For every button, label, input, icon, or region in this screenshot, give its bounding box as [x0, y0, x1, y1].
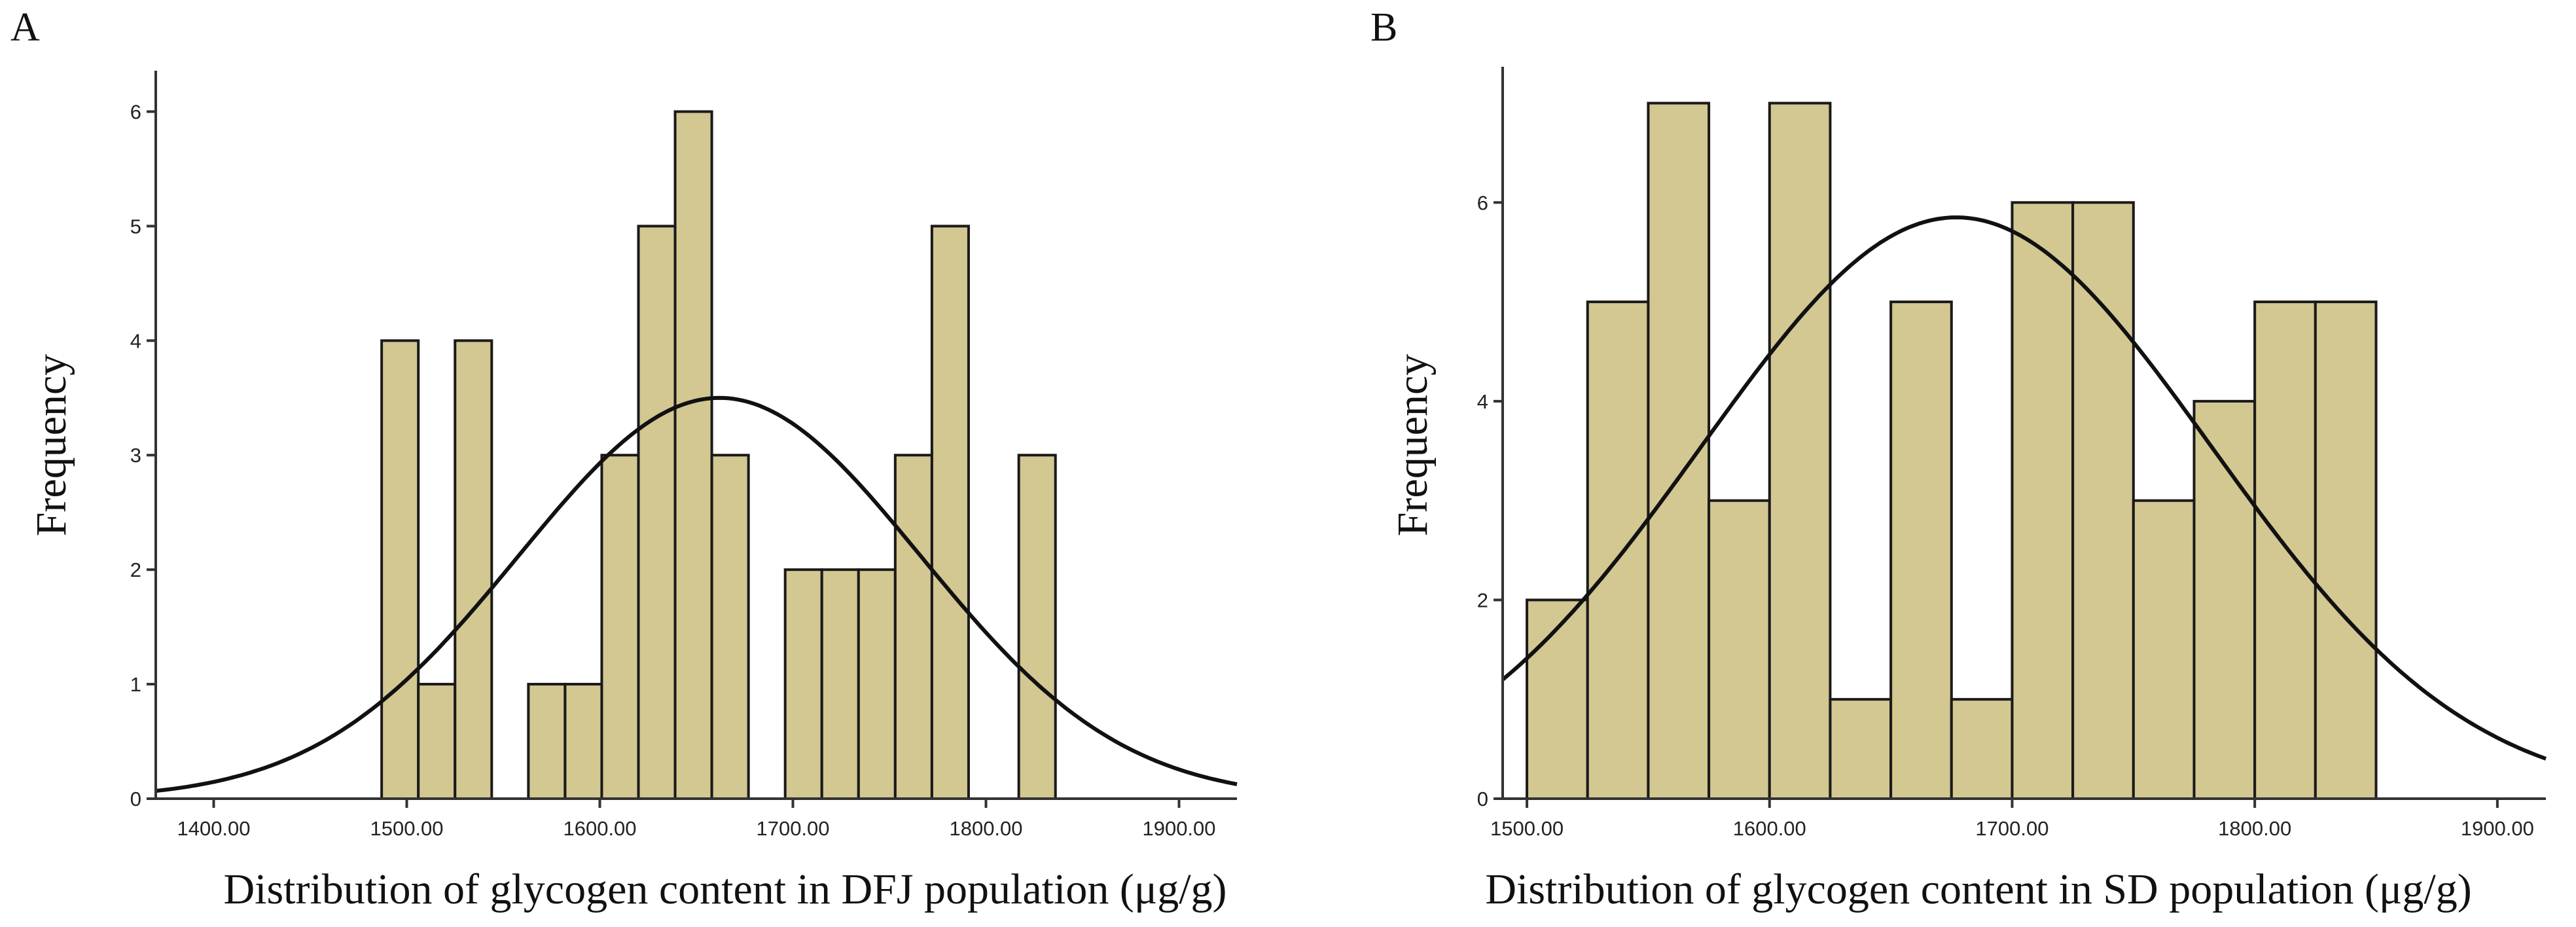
- histogram-bar: [600, 454, 640, 800]
- histogram-bar: [417, 683, 457, 800]
- histogram-panel-b: 1500.00 1600.00 1700.00 1800.00 1900.00 0 2 4 6: [1477, 67, 2547, 840]
- x-tick-label: 1500.00: [370, 817, 443, 840]
- histogram-bar: [1017, 454, 1057, 800]
- histogram-bar: [1586, 300, 1650, 800]
- x-axis-title-b: Distribution of glycogen content in SD p…: [1485, 865, 2471, 913]
- panel-label-a: A: [10, 5, 40, 50]
- x-tick-label: 1900.00: [1142, 817, 1215, 840]
- histogram-bar: [673, 110, 713, 800]
- histogram-bar: [710, 454, 750, 800]
- histogram-bar: [2314, 300, 2378, 800]
- y-tick-label: 3: [130, 444, 141, 467]
- histogram-bar: [2011, 201, 2075, 800]
- y-tick-label: 5: [130, 215, 141, 238]
- y-tick-label: 2: [1477, 589, 1488, 611]
- histogram-bar: [820, 568, 860, 801]
- x-axis-title-a: Distribution of glycogen content in DFJ …: [223, 865, 1226, 913]
- histogram-bar: [930, 225, 970, 800]
- y-axis-title-a: Frequency: [27, 354, 75, 537]
- histogram-bar: [1768, 101, 1832, 800]
- x-tick-label: 1600.00: [563, 817, 636, 840]
- histogram-bar: [857, 568, 897, 801]
- histogram-bar: [564, 683, 603, 800]
- histogram-bar: [527, 683, 567, 800]
- histogram-bar: [2132, 499, 2196, 800]
- y-tick-label: 4: [130, 329, 141, 352]
- y-axis-title-b: Frequency: [1389, 354, 1437, 537]
- y-tick-label: 1: [130, 673, 141, 696]
- y-tick-label: 6: [1477, 191, 1488, 214]
- y-tick-label: 2: [130, 558, 141, 581]
- histogram-bar: [2071, 201, 2135, 800]
- histogram-bar: [1889, 300, 1953, 800]
- x-tick-label: 1700.00: [756, 817, 829, 840]
- x-tick-label: 1700.00: [1975, 817, 2048, 840]
- histogram-bar: [2253, 300, 2317, 800]
- histogram-bar: [454, 339, 493, 800]
- x-tick-label: 1400.00: [177, 817, 250, 840]
- x-tick-label: 1800.00: [949, 817, 1022, 840]
- histogram-bar: [893, 454, 933, 800]
- y-tick-label: 6: [130, 100, 141, 123]
- histogram-bar: [2192, 399, 2257, 800]
- histogram-bar: [637, 225, 677, 800]
- histogram-bar: [380, 339, 420, 800]
- panel-label-b: B: [1370, 5, 1397, 50]
- normal-curve: [1501, 215, 2547, 761]
- x-tick-label: 1900.00: [2461, 817, 2534, 840]
- x-tick-label: 1600.00: [1733, 817, 1806, 840]
- y-tick-label: 0: [130, 788, 141, 810]
- x-tick-label: 1500.00: [1490, 817, 1564, 840]
- histogram-bar: [1950, 698, 2014, 801]
- normal-curve: [155, 395, 1238, 793]
- histogram-bar: [1829, 698, 1893, 801]
- x-tick-label: 1800.00: [2218, 817, 2291, 840]
- histogram-bar: [783, 568, 823, 801]
- histogram-panel-a: 1400.00 1500.00 1600.00 1700.00 1800.00 1900.…: [130, 71, 1238, 840]
- y-tick-label: 0: [1477, 788, 1488, 810]
- y-tick-label: 4: [1477, 390, 1488, 413]
- histogram-bar: [1708, 499, 1771, 800]
